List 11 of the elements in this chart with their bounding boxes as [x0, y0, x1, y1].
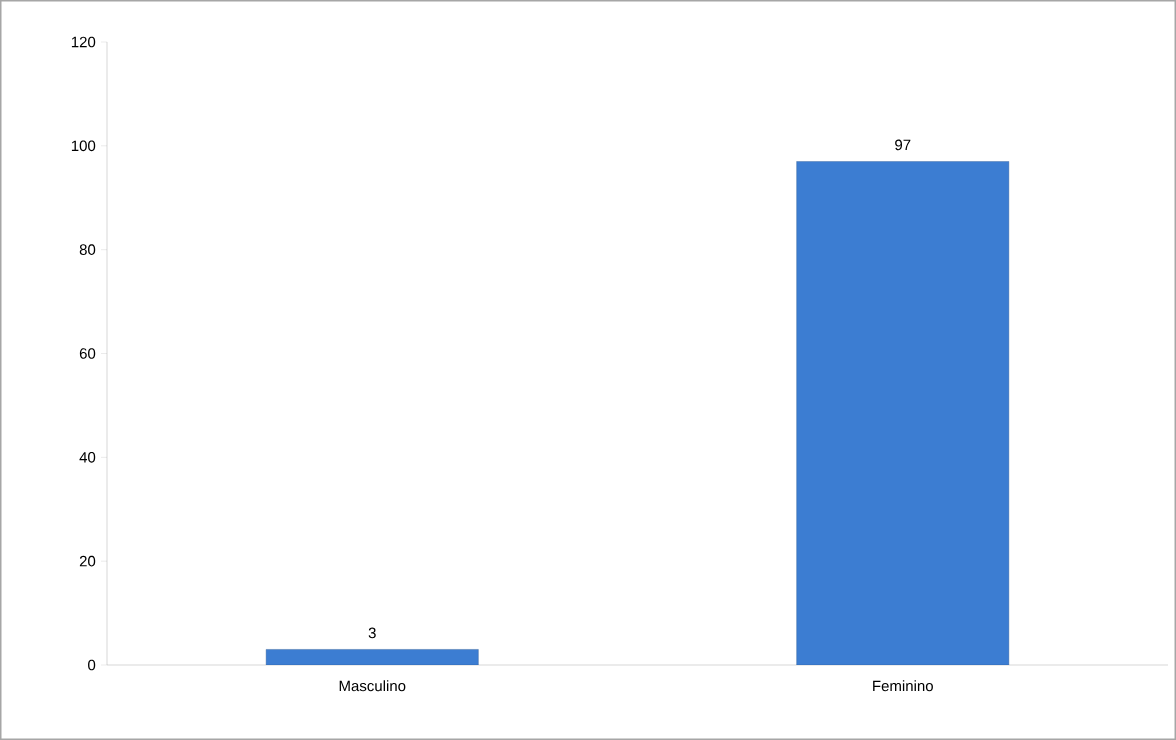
- y-tick-label: 60: [79, 348, 96, 359]
- y-tick-label: 120: [71, 36, 96, 48]
- y-tick-label: 40: [79, 452, 96, 463]
- y-tick-label: 100: [71, 140, 96, 152]
- y-tick-label: 20: [79, 555, 96, 567]
- x-tick-label: Masculino: [339, 680, 406, 692]
- y-tick-label: 0: [88, 659, 96, 671]
- data-label: 3: [368, 627, 376, 639]
- y-tick-label: 80: [79, 244, 96, 255]
- x-tick-label: Feminino: [873, 680, 933, 692]
- data-label: 97: [895, 139, 911, 151]
